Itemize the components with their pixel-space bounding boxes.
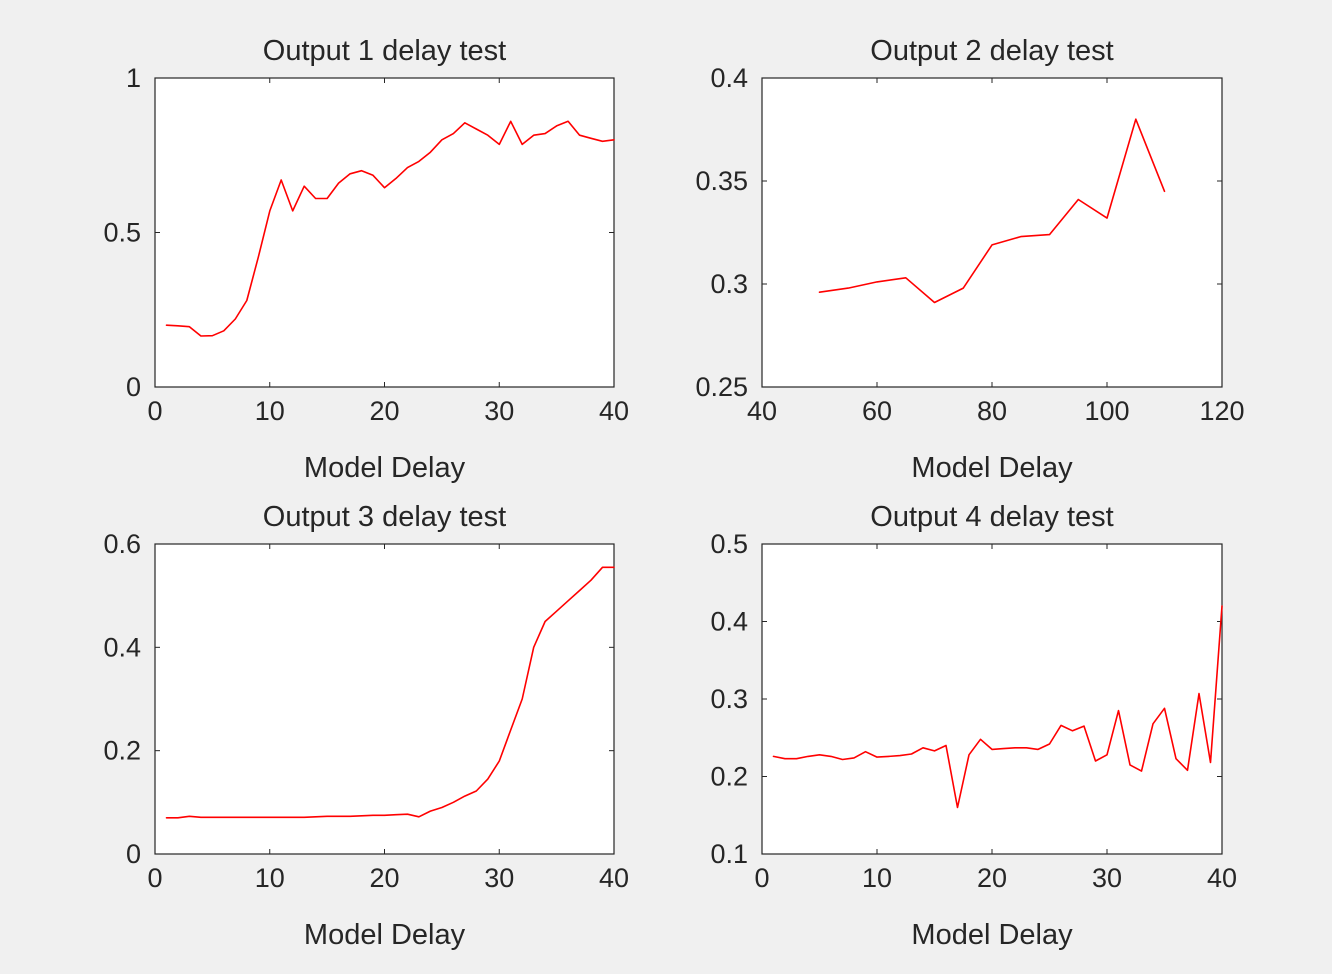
y-tick-label: 1 bbox=[126, 63, 141, 93]
x-tick-label: 20 bbox=[977, 863, 1007, 893]
chart-title: Output 4 delay test bbox=[870, 501, 1113, 533]
plot-area bbox=[761, 543, 1223, 855]
x-tick-label: 0 bbox=[147, 863, 162, 893]
x-tick-label: 30 bbox=[484, 396, 514, 426]
y-tick-label: 0.3 bbox=[710, 269, 748, 299]
series-line-1 bbox=[818, 118, 1166, 304]
x-tick-label: 40 bbox=[1207, 863, 1237, 893]
x-tick-label: 10 bbox=[255, 396, 285, 426]
x-tick-label: 30 bbox=[484, 863, 514, 893]
x-tick-label: 20 bbox=[369, 863, 399, 893]
series-line-1 bbox=[165, 120, 615, 337]
x-axis-label: Model Delay bbox=[304, 919, 466, 951]
subplot-3: 0 10 20 30 40 0 0.2 0.4 0.6 Output 3 delay test Mo… bbox=[103, 501, 629, 951]
y-tick-label: 0.2 bbox=[710, 762, 748, 792]
y-tick-label: 0.3 bbox=[710, 684, 748, 714]
series-line-1 bbox=[165, 566, 615, 819]
series-line-1 bbox=[772, 605, 1223, 809]
x-tick-label: 80 bbox=[977, 396, 1007, 426]
x-axis-label: Model Delay bbox=[304, 452, 466, 484]
y-tick-label: 0.35 bbox=[695, 166, 748, 196]
y-tick-label: 0.4 bbox=[710, 607, 748, 637]
x-axis-label: Model Delay bbox=[911, 919, 1073, 951]
x-tick-label: 0 bbox=[147, 396, 162, 426]
chart-title: Output 2 delay test bbox=[870, 35, 1113, 67]
y-tick-label: 0.2 bbox=[103, 736, 141, 766]
y-tick-label: 0.4 bbox=[710, 63, 748, 93]
x-tick-label: 40 bbox=[599, 863, 629, 893]
x-tick-label: 100 bbox=[1084, 396, 1129, 426]
y-tick-label: 0 bbox=[126, 372, 141, 402]
subplot-1: 0 10 20 30 40 0 0.5 1 Output 1 delay test Model D… bbox=[103, 35, 629, 484]
y-tick-label: 0.5 bbox=[710, 529, 748, 559]
x-tick-label: 60 bbox=[862, 396, 892, 426]
x-tick-label: 10 bbox=[862, 863, 892, 893]
x-tick-label: 30 bbox=[1092, 863, 1122, 893]
x-tick-label: 40 bbox=[747, 396, 777, 426]
y-tick-label: 0.1 bbox=[710, 839, 748, 869]
y-tick-label: 0.25 bbox=[695, 372, 748, 402]
subplot-4: 0 10 20 30 40 0.1 0.2 0.3 0.4 0.5 Output 4 delay t… bbox=[710, 501, 1237, 951]
chart-title: Output 1 delay test bbox=[263, 35, 506, 67]
plot-area bbox=[154, 543, 615, 855]
y-tick-label: 0.6 bbox=[103, 529, 141, 559]
plot-area bbox=[154, 77, 615, 388]
y-tick-label: 0.5 bbox=[103, 218, 141, 248]
x-tick-label: 40 bbox=[599, 396, 629, 426]
y-tick-label: 0 bbox=[126, 839, 141, 869]
plot-area bbox=[761, 77, 1223, 388]
chart-title: Output 3 delay test bbox=[263, 501, 506, 533]
x-tick-label: 0 bbox=[754, 863, 769, 893]
x-tick-label: 20 bbox=[369, 396, 399, 426]
x-tick-label: 120 bbox=[1199, 396, 1244, 426]
x-tick-label: 10 bbox=[255, 863, 285, 893]
y-tick-label: 0.4 bbox=[103, 632, 141, 662]
subplot-2: 40 60 80 100 120 0.25 0.3 0.35 0.4 Output 2 delay… bbox=[695, 35, 1244, 484]
x-axis-label: Model Delay bbox=[911, 452, 1073, 484]
